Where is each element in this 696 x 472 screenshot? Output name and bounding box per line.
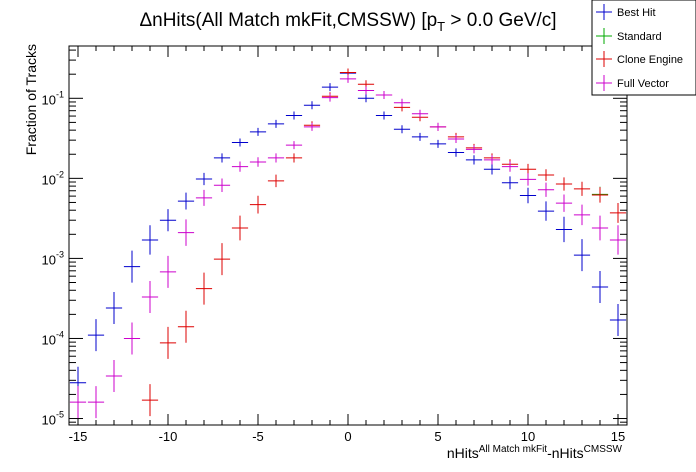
- x-tick-label: 0: [344, 429, 351, 444]
- y-tick-label: 10-4: [42, 329, 64, 347]
- y-tick-label-exponent: -3: [56, 249, 64, 259]
- chart-title-subscript: T: [437, 19, 445, 34]
- x-tick-label: 15: [611, 429, 625, 444]
- legend-label-standard: Standard: [617, 31, 662, 43]
- y-tick-label-exponent: -4: [56, 329, 64, 339]
- y-tick-label-base: 10: [42, 413, 56, 428]
- x-axis-label-main: nHits: [447, 445, 479, 461]
- legend-entry-clone-engine: Clone Engine: [596, 51, 683, 67]
- x-tick-label: 10: [521, 429, 535, 444]
- legend-entry-full-vector: Full Vector: [596, 75, 669, 91]
- x-axis-label-mid: -nHits: [547, 445, 584, 461]
- x-tick-label: -5: [252, 429, 264, 444]
- legend-label-clone-engine: Clone Engine: [617, 54, 683, 66]
- y-tick-label-exponent: -1: [56, 89, 64, 99]
- legend-entry-standard: Standard: [596, 28, 662, 44]
- legend-label-full-vector: Full Vector: [617, 78, 669, 90]
- y-tick-label-base: 10: [42, 332, 56, 347]
- y-tick-label: 10-5: [42, 410, 64, 428]
- y-tick-label-base: 10: [42, 172, 56, 187]
- y-tick-label-base: 10: [42, 252, 56, 267]
- x-axis-label-superscript-1: All Match mkFit: [479, 444, 548, 455]
- x-tick-label: -10: [159, 429, 178, 444]
- chart-title-main: ΔnHits(All Match mkFit,CMSSW) [p: [139, 10, 437, 31]
- legend-entry-best-hit: Best Hit: [596, 4, 656, 20]
- legend: Best Hit Standard Clone Engine Full Vect…: [591, 0, 696, 96]
- x-axis-label: nHitsAll Match mkFit-nHitsCMSSW: [447, 444, 623, 461]
- x-tick-label: 5: [434, 429, 441, 444]
- y-tick-label: 10-1: [42, 89, 64, 107]
- y-tick-label-exponent: -2: [56, 169, 64, 179]
- y-tick-label-base: 10: [42, 92, 56, 107]
- chart-title: ΔnHits(All Match mkFit,CMSSW) [pT > 0.0 …: [139, 10, 556, 34]
- y-tick-label-exponent: -5: [56, 410, 64, 420]
- y-tick-label: 10-3: [42, 249, 64, 267]
- legend-box: [591, 0, 696, 96]
- chart-title-tail: > 0.0 GeV/c]: [445, 10, 556, 31]
- x-axis-label-superscript-2: CMSSW: [584, 444, 623, 455]
- y-axis-label: Fraction of Tracks: [23, 44, 39, 155]
- legend-label-best-hit: Best Hit: [617, 7, 656, 19]
- x-tick-label: -15: [69, 429, 88, 444]
- y-tick-label: 10-2: [42, 169, 64, 187]
